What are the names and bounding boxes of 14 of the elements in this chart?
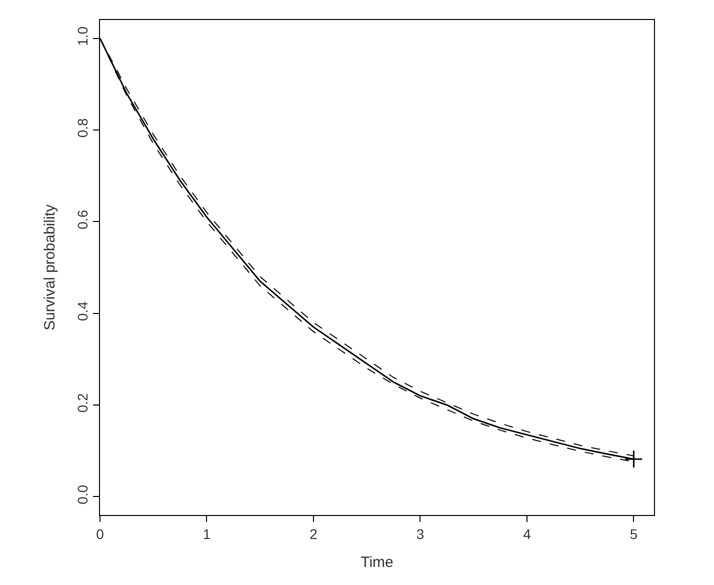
y-axis-title: Survival probability bbox=[42, 204, 59, 330]
y-tick-label: 0.2 bbox=[74, 392, 90, 413]
y-tick-label: 0.8 bbox=[74, 118, 90, 138]
x-tick-label: 3 bbox=[416, 526, 424, 542]
x-tick-label: 5 bbox=[630, 526, 638, 542]
x-tick-label: 1 bbox=[202, 526, 211, 542]
x-tick-label: 4 bbox=[523, 526, 532, 542]
y-tick-label: 1.0 bbox=[74, 26, 90, 46]
x-axis-title: Time bbox=[360, 554, 394, 571]
x-tick-label: 0 bbox=[96, 526, 104, 542]
y-tick-label: 0.0 bbox=[74, 484, 90, 504]
y-tick-label: 0.6 bbox=[74, 210, 90, 230]
y-tick-label: 0.4 bbox=[74, 301, 90, 321]
x-tick-label: 2 bbox=[310, 526, 318, 542]
